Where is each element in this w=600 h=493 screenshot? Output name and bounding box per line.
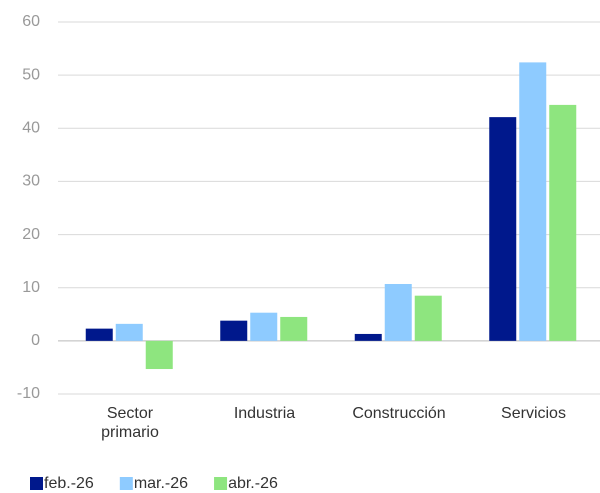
y-tick-label: 40 — [22, 120, 40, 137]
y-tick-label: 50 — [22, 66, 40, 83]
bar — [354, 333, 382, 341]
x-tick-label: Sector primario — [101, 405, 159, 441]
legend-swatch — [214, 477, 228, 490]
bar — [489, 117, 517, 341]
x-tick-label-box: Industria — [197, 404, 333, 423]
legend-label: abr.-26 — [228, 475, 278, 492]
bar — [519, 62, 547, 341]
y-tick-label: 30 — [22, 173, 40, 190]
bar — [549, 104, 577, 341]
bar — [85, 328, 113, 341]
x-tick-label: Construcción — [352, 405, 446, 422]
y-tick-label: -10 — [17, 385, 40, 402]
bar — [220, 320, 248, 341]
x-tick-label: Servicios — [501, 405, 566, 422]
legend-swatch — [119, 477, 133, 490]
y-tick-label: 10 — [22, 279, 40, 296]
legend-label: feb.-26 — [44, 475, 94, 492]
y-tick-label: 0 — [31, 332, 40, 349]
bar — [414, 295, 442, 341]
x-tick-label-box: Sector primario — [62, 404, 198, 442]
x-tick-label: Industria — [233, 405, 296, 422]
bar — [250, 312, 278, 341]
y-tick-label: 20 — [22, 226, 40, 243]
bar — [115, 323, 143, 341]
x-tick-label-box: Construcción — [331, 404, 467, 423]
bar — [280, 316, 308, 341]
y-tick-label: 60 — [22, 13, 40, 30]
legend-swatch — [30, 477, 43, 490]
legend-label: mar.-26 — [134, 475, 188, 492]
bar — [145, 340, 173, 370]
bar — [384, 283, 412, 341]
x-tick-label-box: Servicios — [466, 404, 600, 423]
